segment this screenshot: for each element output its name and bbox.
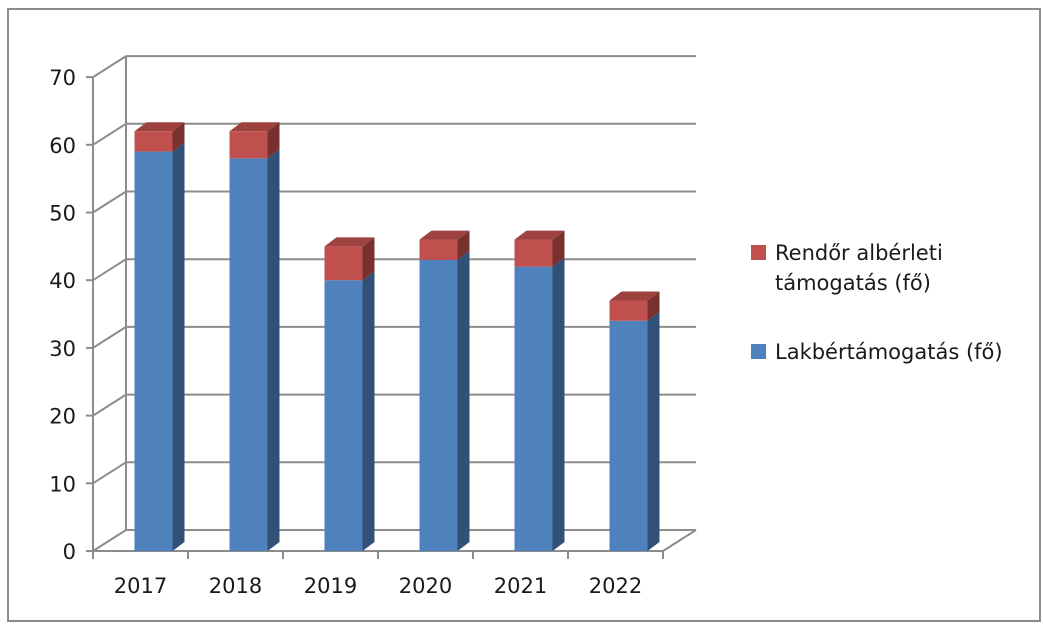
gridline-side xyxy=(92,529,127,552)
legend-label: támogatás (fő) xyxy=(775,271,931,295)
bar-side xyxy=(267,149,280,551)
bar-top xyxy=(134,122,185,132)
x-tick-label: 2017 xyxy=(114,574,167,598)
gridline-side xyxy=(92,122,127,146)
y-tick-label: 30 xyxy=(49,337,76,361)
bar-top xyxy=(229,122,280,132)
x-tick-label: 2021 xyxy=(494,574,547,598)
bar-lakber-2020 xyxy=(419,259,458,551)
gridline-side xyxy=(92,258,127,282)
y-tick-label: 0 xyxy=(63,540,76,564)
bar-side xyxy=(172,142,185,551)
y-tick-label: 50 xyxy=(49,202,76,226)
bar-side xyxy=(647,291,660,321)
chart-plot: 0 10 20 30 40 50 60 70 2017 2018 2019 2020 2021 2022 R… xyxy=(49,55,1003,598)
chart-frame: 0 10 20 30 40 50 60 70 2017 2018 2019 2020 2021 2022 R… xyxy=(7,8,1041,622)
bar-lakber-2017 xyxy=(134,151,173,551)
bar-side xyxy=(362,271,375,551)
bar-lakber-2019 xyxy=(324,280,363,551)
bar-side xyxy=(552,230,565,267)
y-tick-label: 70 xyxy=(49,66,76,90)
bar-side xyxy=(172,122,185,152)
x-tick-label: 2019 xyxy=(304,574,357,598)
bar-rendor-2018 xyxy=(229,131,268,159)
bar-lakber-2021 xyxy=(514,266,553,551)
bar-side xyxy=(457,230,470,260)
x-tick-label: 2018 xyxy=(209,574,262,598)
gridline-side xyxy=(92,326,127,349)
bar-rendor-2019 xyxy=(324,246,363,281)
y-tick-label: 40 xyxy=(49,269,76,293)
bar-top xyxy=(324,237,375,247)
legend-label: Rendőr albérleti xyxy=(775,241,943,265)
bar-rendor-2021 xyxy=(514,239,553,267)
y-tick-label: 10 xyxy=(49,472,76,496)
bar-side xyxy=(362,237,375,281)
bar-top xyxy=(419,230,470,240)
bar-side xyxy=(552,257,565,551)
bar-rendor-2020 xyxy=(419,239,458,260)
legend-swatch-lakber xyxy=(751,344,766,359)
x-tick-label: 2022 xyxy=(589,574,642,598)
bar-rendor-2022 xyxy=(609,300,648,321)
legend-swatch-rendor xyxy=(751,245,766,260)
gridline-side xyxy=(92,461,127,485)
bar-lakber-2018 xyxy=(229,158,268,551)
x-tick-label: 2020 xyxy=(399,574,452,598)
bar-rendor-2017 xyxy=(134,131,173,152)
bar-lakber-2022 xyxy=(609,320,648,551)
floor-right-edge xyxy=(662,529,697,552)
gridline-side xyxy=(92,190,127,214)
bar-top xyxy=(514,230,565,240)
gridline-side xyxy=(92,393,127,417)
legend-label: Lakbértámogatás (fő) xyxy=(775,340,1003,364)
y-tick-label: 60 xyxy=(49,134,76,158)
gridline-side xyxy=(92,55,127,78)
bar-top xyxy=(609,291,660,301)
y-tick-label: 20 xyxy=(49,405,76,429)
bar-side xyxy=(647,311,660,551)
bar-side xyxy=(457,250,470,551)
bar-side xyxy=(267,122,280,159)
